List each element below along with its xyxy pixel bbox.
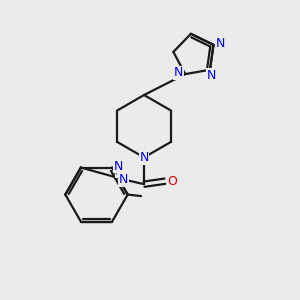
Text: N: N — [215, 37, 225, 50]
Text: O: O — [167, 175, 177, 188]
Text: N: N — [114, 160, 123, 172]
Text: N: N — [140, 151, 149, 164]
Text: N: N — [207, 69, 216, 82]
Text: N: N — [174, 66, 183, 79]
Text: H: H — [115, 167, 124, 177]
Text: N: N — [118, 173, 128, 186]
